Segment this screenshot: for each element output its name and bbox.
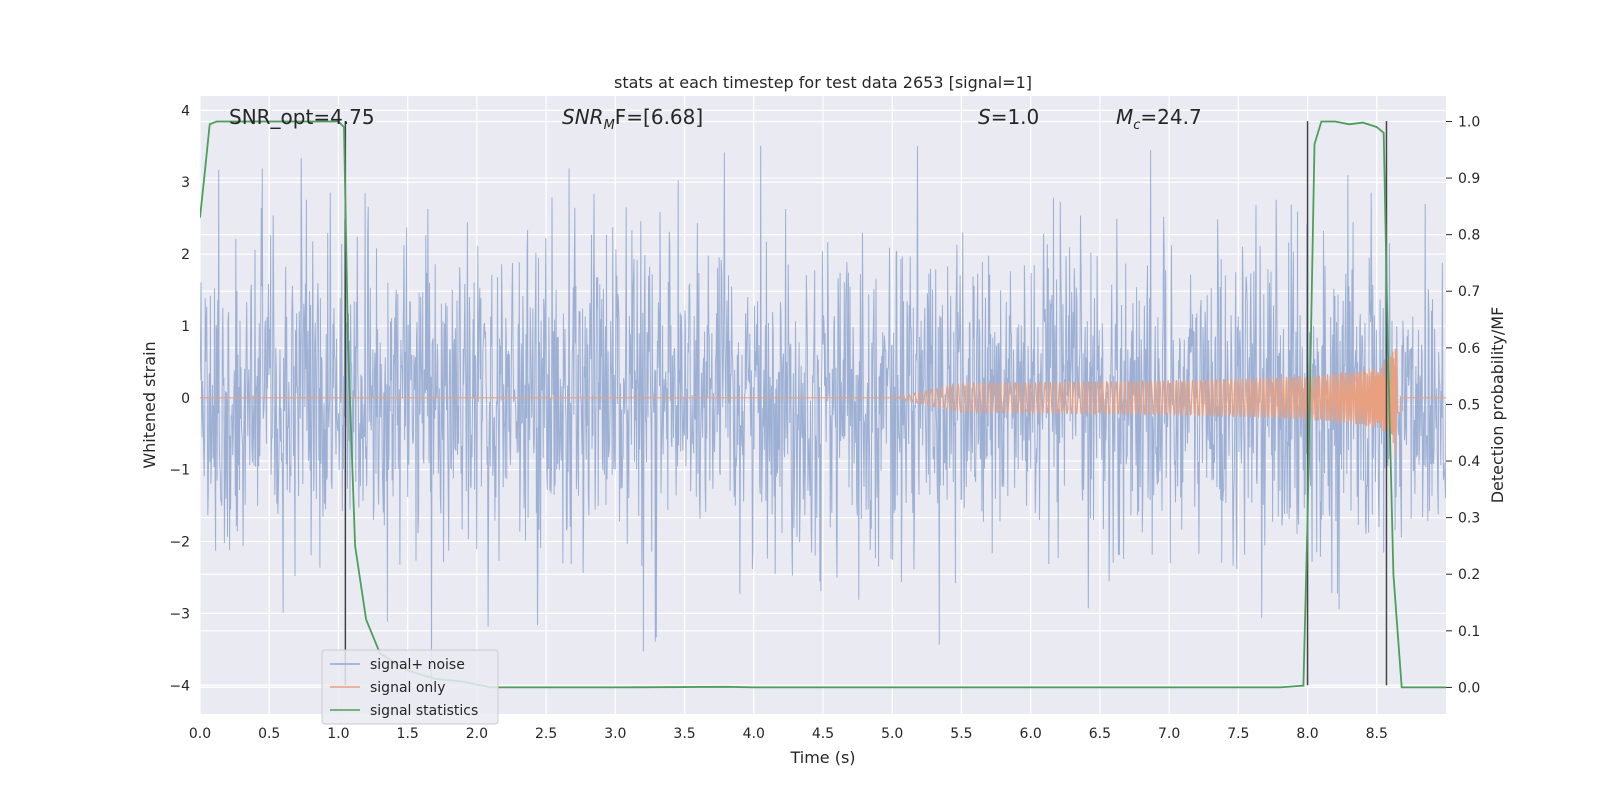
signal-only-series (200, 348, 1446, 457)
legend-box (321, 649, 499, 725)
y-right-tick-label: 0.2 (1458, 567, 1480, 583)
x-tick-label: 3.0 (604, 726, 626, 742)
y-left-tick-label: −1 (169, 463, 190, 479)
x-tick-label: 4.5 (812, 726, 834, 742)
x-tick-label: 1.0 (327, 726, 349, 742)
y-right-tick-label: 0.9 (1458, 171, 1480, 187)
y-left-tick-label: −3 (169, 606, 190, 622)
chart-title: stats at each timestep for test data 265… (614, 73, 1032, 92)
y-right-tick-label: 1.0 (1458, 114, 1480, 130)
y-left-tick-label: 4 (181, 103, 190, 119)
y-left-tick-label: 3 (181, 175, 190, 191)
y-right-tick-label: 0.1 (1458, 624, 1480, 640)
x-tick-label: 3.5 (673, 726, 695, 742)
x-tick-label: 5.5 (950, 726, 972, 742)
y-left-tick-label: −2 (169, 535, 190, 551)
annotation-snr-opt: SNR_opt=4.75 (229, 105, 375, 129)
signal-statistics-series (200, 120, 1446, 689)
x-tick-label: 6.0 (1020, 726, 1042, 742)
y-axis-right-label: Detection probability/MF (1488, 307, 1507, 504)
annotation-s: S=1.0 (978, 105, 1039, 129)
x-tick-label: 1.5 (397, 726, 419, 742)
legend-label-signal-noise: signal+ noise (370, 657, 465, 673)
plot-content (200, 120, 1446, 689)
x-tick-label: 7.0 (1158, 726, 1180, 742)
y-right-tick-label: 0.8 (1458, 228, 1480, 244)
y-right-tick-label: 0.6 (1458, 341, 1480, 357)
x-tick-label: 2.5 (535, 726, 557, 742)
legend-label-signal-only: signal only (370, 680, 445, 696)
x-tick-label: 8.0 (1296, 726, 1318, 742)
annotation-mc: Mc=24.7 (1116, 105, 1202, 133)
annotation-snr-mf: SNRMF=[6.68] (562, 105, 703, 133)
y-right-tick-label: 0.3 (1458, 511, 1480, 527)
x-tick-label: 8.5 (1366, 726, 1388, 742)
x-tick-label: 6.5 (1089, 726, 1111, 742)
legend: signal+ noise signal only signal statist… (321, 649, 499, 725)
y-axis-left-label: Whitened strain (140, 341, 159, 468)
x-tick-label: 7.5 (1227, 726, 1249, 742)
y-right-tick-label: 0.7 (1458, 284, 1480, 300)
y-right-tick-label: 0.5 (1458, 397, 1480, 413)
y-left-tick-label: −4 (169, 678, 190, 694)
y-left-tick-label: 0 (181, 391, 190, 407)
x-axis-label: Time (s) (789, 748, 855, 767)
x-tick-label: 0.0 (189, 726, 211, 742)
legend-label-signal-statistics: signal statistics (370, 703, 478, 719)
x-tick-label: 0.5 (258, 726, 280, 742)
y-right-tick-label: 0.0 (1458, 680, 1480, 696)
y-left-tick-label: 2 (181, 247, 190, 263)
x-tick-label: 2.0 (466, 726, 488, 742)
y-axis-right-ticks: 0.0 0.1 0.2 0.3 0.4 0.5 0.6 0.7 0.8 0.9 1.0 (1446, 114, 1480, 696)
y-right-tick-label: 0.4 (1458, 454, 1480, 470)
x-axis-ticks: 0.0 0.5 1.0 1.5 2.0 2.5 3.0 3.5 4.0 4.5 5.0 5.5 6.0 6… (189, 726, 1388, 742)
x-tick-label: 5.0 (881, 726, 903, 742)
x-tick-label: 4.0 (743, 726, 765, 742)
y-left-tick-label: 1 (181, 319, 190, 335)
y-axis-left-ticks: −4 −3 −2 −1 0 1 2 3 4 (169, 103, 190, 694)
signal-noise-series (200, 145, 1446, 683)
